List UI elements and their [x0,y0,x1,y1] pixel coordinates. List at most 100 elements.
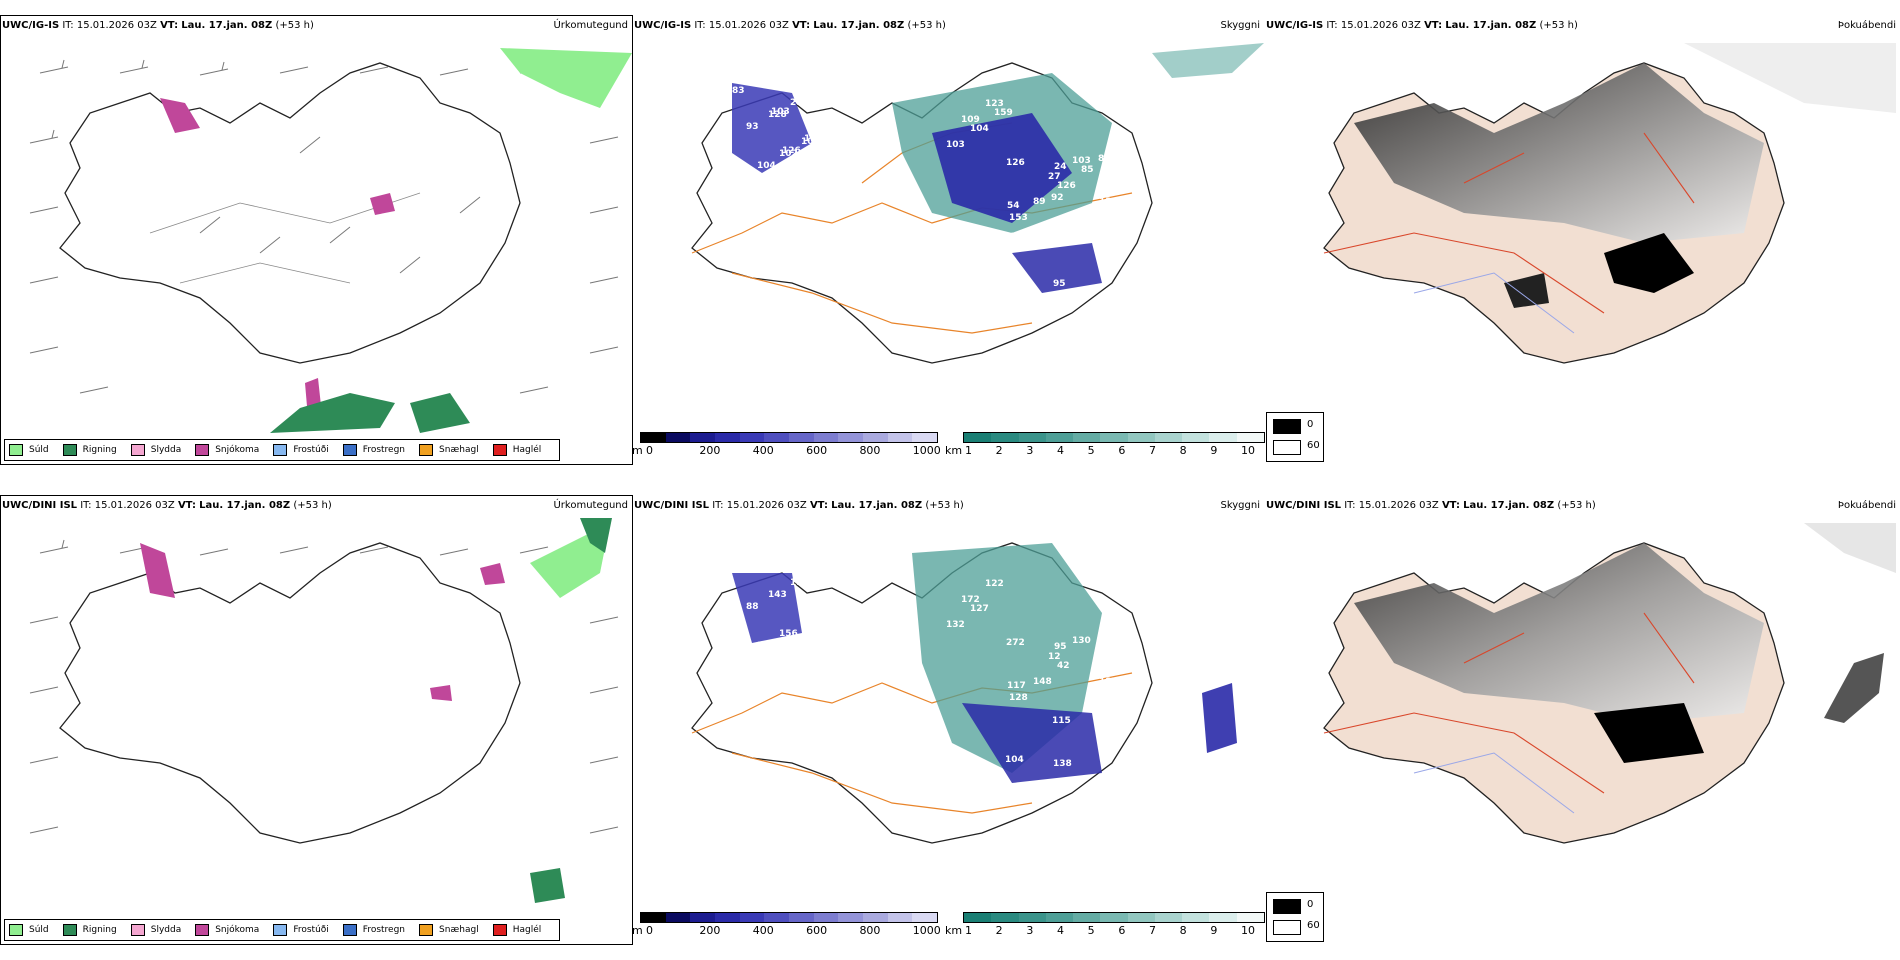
ceiling-value-label: 156 [779,629,798,639]
colorbar-tick: 6 [1118,924,1126,937]
legend-swatch [342,444,357,456]
model-name: UWC/IG-IS [1266,20,1324,31]
ceiling-value-label: 10 [804,614,817,624]
fog-panel: UWC/IG-IS IT: 15.01.2026 03Z VT: Lau. 17… [1264,15,1900,480]
colorbar-tick: 600 [806,444,828,457]
colorbar-cell [863,913,888,922]
legend-item: Snjókoma [195,924,259,936]
vt-value: Lau. 17.jan. 08Z [1445,20,1537,31]
fog-indicator-field [1354,543,1764,723]
colorbar-tick: 10 [1241,444,1255,457]
legend-label: Snæhagl [439,925,479,935]
ceiling-value-label: 171 [1098,634,1117,644]
fog-key-high: 0 [1307,419,1314,430]
visibility-bar [963,912,1265,923]
precip-type-panel: UWC/DINI ISL IT: 15.01.2026 03Z VT: Lau.… [0,495,633,960]
colorbar-cell [1236,433,1264,442]
panel-title: UWC/IG-IS IT: 15.01.2026 03Z VT: Lau. 17… [2,20,314,31]
ceiling-unit: m [632,444,643,457]
it-label: IT: [1326,20,1338,31]
ceiling-value-label: 115 [1005,275,1024,285]
legend-label: Haglél [512,445,542,455]
ceiling-value-label: 126 [1057,181,1076,191]
low-ceiling-area [1202,683,1237,753]
snow-area [160,98,200,133]
precip-map [29,48,632,433]
ceiling-value-label: 102 [779,149,798,159]
ceiling-value-label: 115 [1052,716,1071,726]
precip-type-panel: UWC/IG-IS IT: 15.01.2026 03Z VT: Lau. 17… [0,15,633,480]
row-ig-is: UWC/IG-IS IT: 15.01.2026 03Z VT: Lau. 17… [0,15,1900,480]
colorbar-tick: 0 [646,924,653,937]
lead-time: (+53 h) [1539,20,1578,31]
visibility-map: 21 172 95 34 12 117 150 122 120 156 130 138 143 128 27… [691,542,1237,844]
legend-swatch [62,444,77,456]
legend-swatch [492,924,507,936]
iceland-coast [59,62,521,364]
it-value: 15.01.2026 03Z [94,500,175,511]
model-name: UWC/DINI ISL [634,500,710,511]
ceiling-value-label: 95 [1054,642,1067,652]
ceiling-colorbar: m 0 200 400 600 800 1000 [632,432,941,462]
panel-title: UWC/DINI ISL IT: 15.01.2026 03Z VT: Lau.… [634,500,964,511]
colorbar-cell [715,913,740,922]
ceiling-value-label: 130 [1072,636,1091,646]
legend-swatch [342,924,357,936]
ceiling-value-label: 272 [1006,638,1025,648]
legend-label: Snæhagl [439,445,479,455]
vt-label: VT: [160,20,179,31]
legend-label: Slydda [150,925,182,935]
rain-area [270,393,395,433]
it-label: IT: [712,500,724,511]
colorbar-cell [1182,913,1210,922]
vt-label: VT: [1441,500,1460,511]
it-label: IT: [80,500,92,511]
colorbar-tick: 1 [965,444,972,457]
ceiling-value-label: 10 [801,137,814,147]
wind-barbs [29,59,619,394]
ceiling-unit: m [632,924,643,937]
legend-swatch [62,924,77,936]
lead-time: (+53 h) [293,500,332,511]
fog-key-low: 60 [1307,920,1320,931]
vt-value: Lau. 17.jan. 08Z [813,20,905,31]
iceland-coast [59,542,521,844]
fog-core [1594,703,1704,763]
colorbar-cell [863,433,888,442]
colorbar-cell [1127,913,1155,922]
legend-label: Frostúði [293,925,329,935]
visibility-colorbar: km 1 2 3 4 5 6 7 8 9 10 [945,432,1265,462]
colorbar-cell [1236,913,1264,922]
snow-area [370,193,395,215]
snow-area [480,563,505,585]
fog-map [1323,43,1896,364]
legend-label: Snjókoma [215,445,260,455]
model-name: UWC/DINI ISL [1266,500,1342,511]
ceiling-value-label: 127 [970,604,989,614]
colorbar-tick: 3 [1026,924,1034,937]
colorbar-tick: 4 [1057,924,1064,937]
ceiling-value-label: 126 [782,146,801,156]
fog-key: 0 60 [1266,892,1324,942]
panel-title: UWC/DINI ISL IT: 15.01.2026 03Z VT: Lau.… [2,500,332,511]
ceiling-value-label: 150 [790,578,809,588]
colorbar-cell [1209,433,1237,442]
legend-item: Rigning [62,924,117,936]
ceiling-value-label: 103 [771,107,790,117]
ceiling-value-label: 278 [735,173,754,183]
ceiling-value-label: 112 [735,653,754,663]
legend-swatch [419,924,434,936]
model-name: UWC/IG-IS [2,20,60,31]
lead-time: (+53 h) [907,20,946,31]
ceiling-value-label: 109 [961,115,980,125]
legend-item: Snæhagl [419,924,479,936]
road-network [1323,612,1695,794]
colorbar-tick: 5 [1087,924,1095,937]
legend-item: Frostúði [273,444,329,456]
colorbar-cell [1073,913,1101,922]
panel-name: Úrkomutegund [553,500,628,511]
visibility-panel: UWC/DINI ISL IT: 15.01.2026 03Z VT: Lau.… [632,495,1264,960]
reduced-visibility-area [1152,43,1264,78]
low-ceiling-area [962,703,1102,783]
vt-label: VT: [809,500,828,511]
